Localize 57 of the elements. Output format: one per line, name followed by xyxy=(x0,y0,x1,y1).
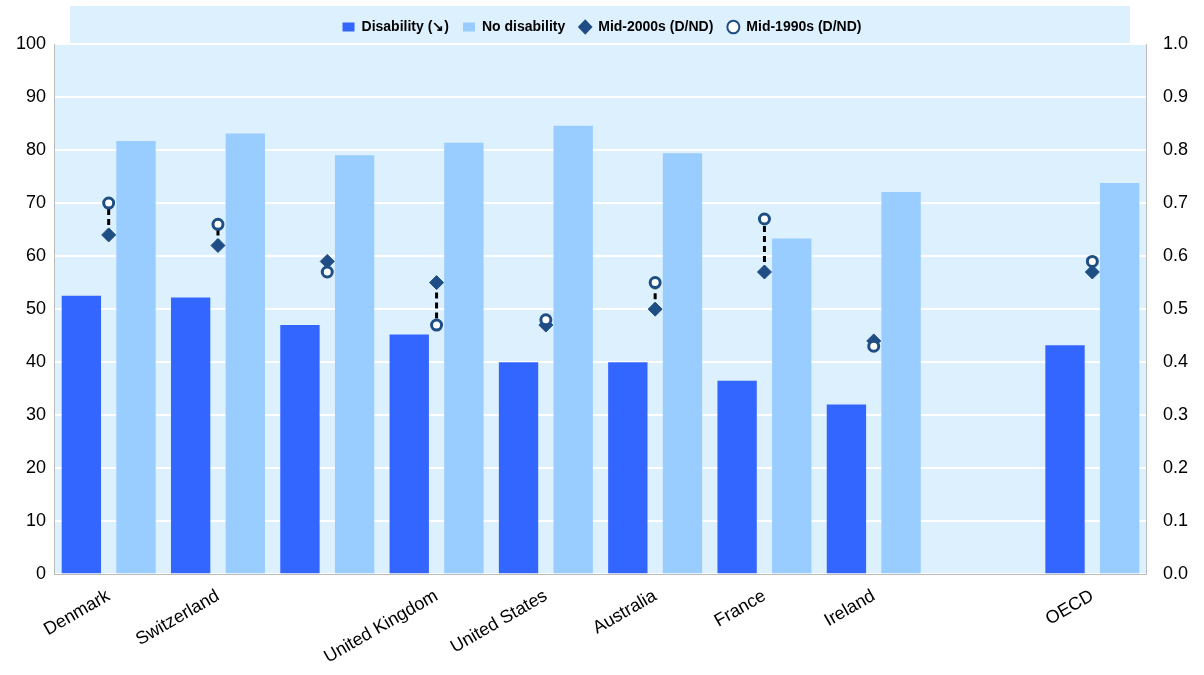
bar xyxy=(116,141,156,574)
y-tick-label: 10 xyxy=(26,510,47,531)
bar xyxy=(1099,182,1140,574)
point xyxy=(101,227,117,243)
point xyxy=(102,196,116,210)
point xyxy=(319,253,335,269)
y-tick-label: 80 xyxy=(26,139,47,160)
point xyxy=(757,212,771,226)
point xyxy=(647,301,663,317)
bar xyxy=(553,125,593,574)
bar xyxy=(662,153,703,574)
bar xyxy=(772,238,812,574)
bar xyxy=(717,380,757,574)
point xyxy=(320,265,334,279)
bar xyxy=(444,142,484,574)
legend-label: Disability (↘) xyxy=(361,17,449,34)
bar xyxy=(608,362,648,574)
y-tick-label: 50 xyxy=(26,298,47,319)
y2-tick-label: 0.5 xyxy=(1162,298,1189,319)
y-tick-label: 70 xyxy=(26,192,47,213)
y2-tick-label: 0.2 xyxy=(1162,457,1189,478)
bar xyxy=(170,297,211,574)
bar xyxy=(826,404,867,574)
legend-label: Mid-1990s (D/ND) xyxy=(746,17,862,34)
y2-tick-label: 0.8 xyxy=(1162,139,1189,160)
y-tick-label: 60 xyxy=(26,245,47,266)
y-tick-label: 40 xyxy=(26,351,47,372)
bar xyxy=(881,191,921,574)
point xyxy=(211,217,225,231)
point xyxy=(210,238,226,253)
y-tick-label: 30 xyxy=(26,404,47,425)
point xyxy=(430,318,444,332)
y2-tick-label: 0.7 xyxy=(1162,192,1189,213)
legend-label: No disability xyxy=(481,17,566,34)
legend-label: Mid-2000s (D/ND) xyxy=(598,17,714,34)
bar xyxy=(389,334,429,574)
point xyxy=(429,275,445,291)
y-tick-label: 0 xyxy=(36,563,47,584)
y2-tick-label: 0.1 xyxy=(1162,510,1189,531)
y2-tick-label: 0.9 xyxy=(1162,85,1189,106)
bar xyxy=(498,362,539,574)
bar xyxy=(61,295,102,574)
y2-tick-label: 0.4 xyxy=(1162,351,1189,372)
y-tick-label: 90 xyxy=(26,85,47,106)
y-tick-label: 100 xyxy=(15,32,47,53)
y2-tick-label: 0.3 xyxy=(1162,404,1189,425)
bar xyxy=(225,133,265,574)
bar xyxy=(334,155,375,574)
bar xyxy=(1045,345,1085,574)
y-tick-label: 20 xyxy=(26,457,47,478)
point xyxy=(1085,254,1099,268)
point xyxy=(756,264,772,280)
bar xyxy=(280,325,320,574)
y2-tick-label: 0.6 xyxy=(1162,245,1189,266)
point xyxy=(648,276,662,290)
y2-tick-label: 0.0 xyxy=(1162,563,1189,584)
y2-tick-label: 1.0 xyxy=(1162,32,1189,53)
